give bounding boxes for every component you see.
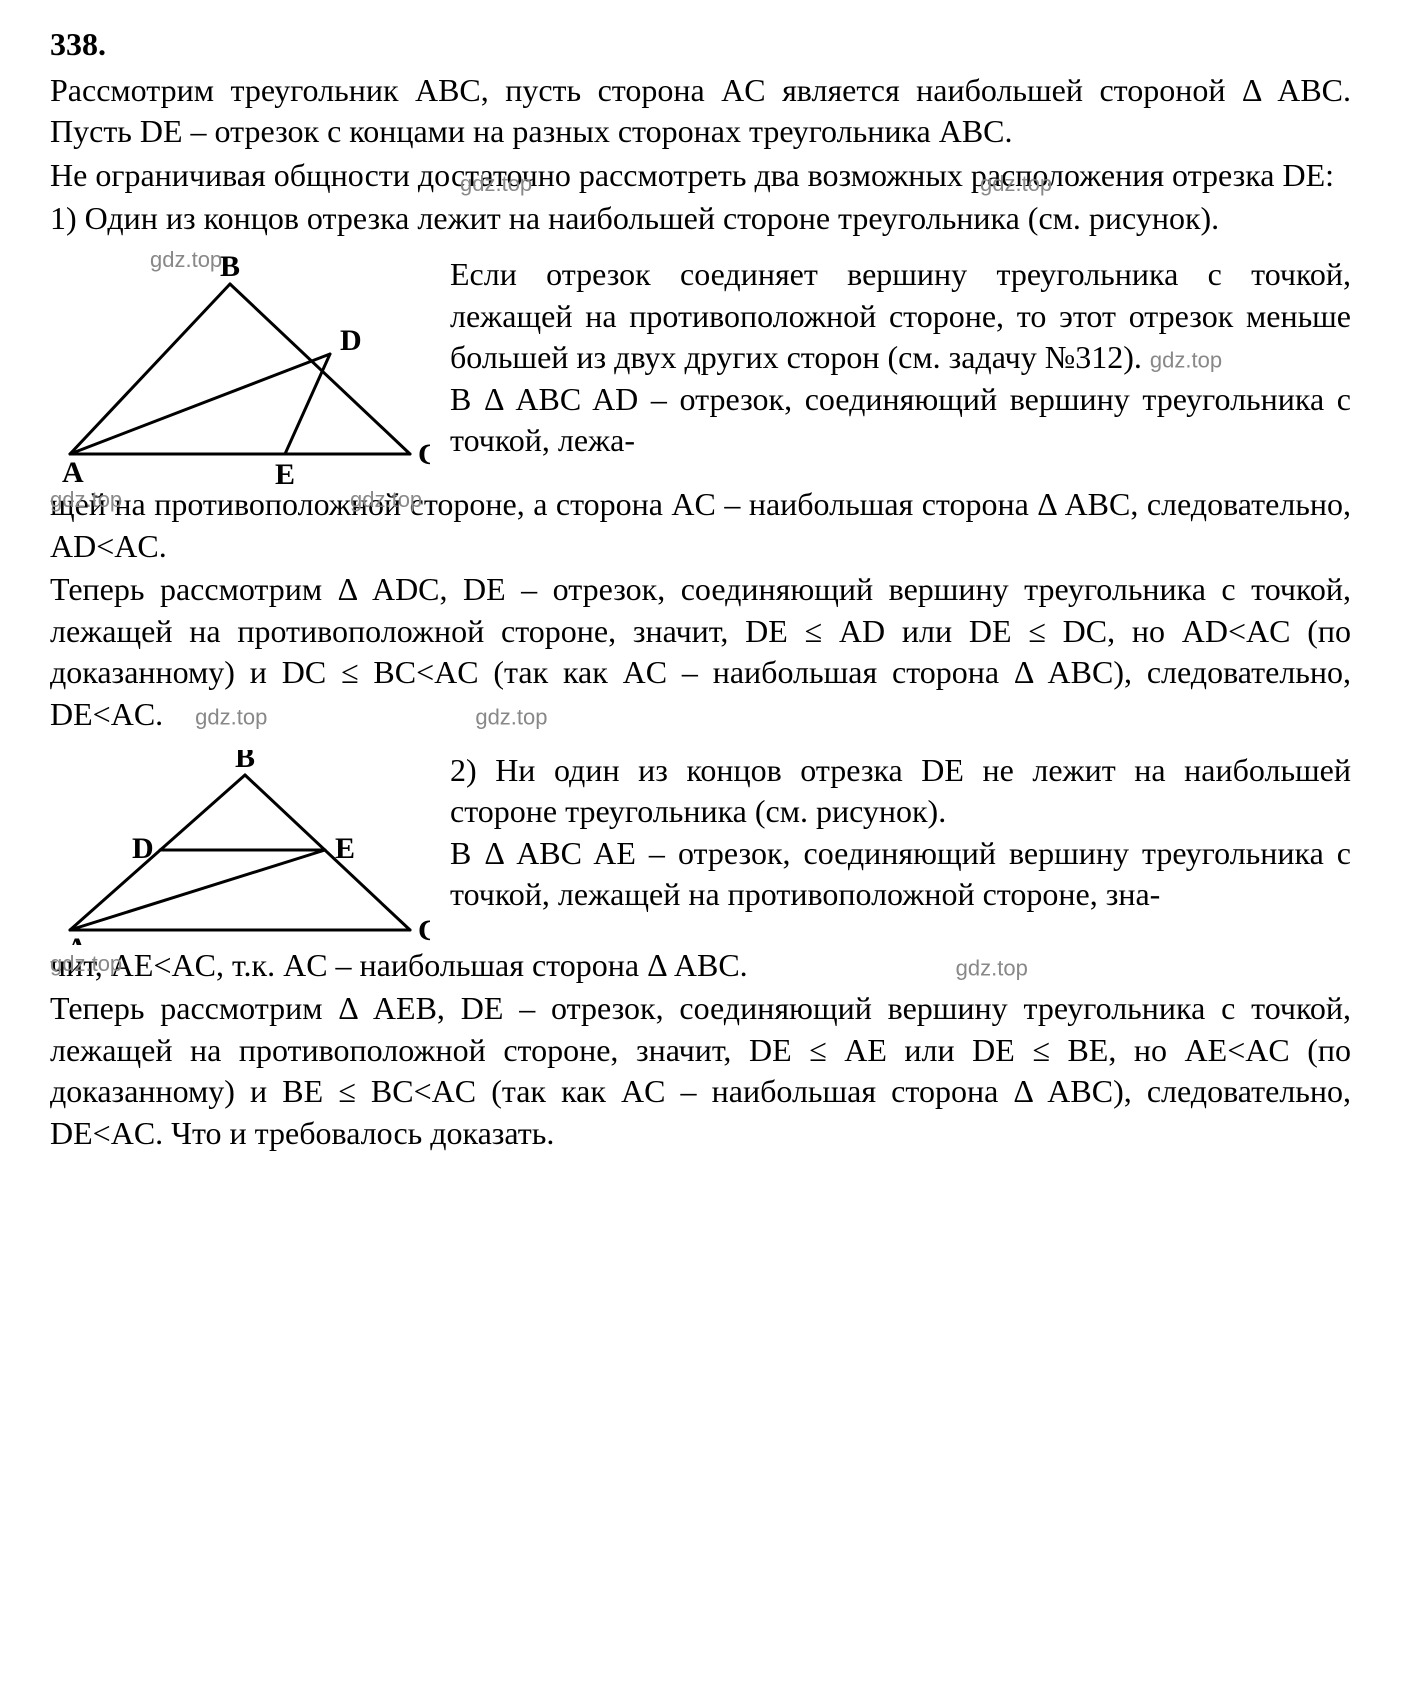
svg-text:B: B bbox=[220, 254, 240, 283]
watermark: gdz.top bbox=[1150, 348, 1222, 373]
figure-1-col: gdz.top ABCDE gdz.top gdz.top bbox=[50, 254, 430, 484]
page: 338. Рассмотрим треугольник ABC, пусть с… bbox=[0, 0, 1401, 1197]
figure-2-text: 2) Ни один из концов отрезка DE не лежит… bbox=[450, 750, 1351, 916]
svg-text:E: E bbox=[335, 832, 355, 865]
paragraph-4b-cont: щей на противоположной стороне, а сторон… bbox=[50, 484, 1351, 567]
svg-text:C: C bbox=[418, 914, 430, 945]
watermark: gdz.top bbox=[475, 704, 547, 729]
svg-text:D: D bbox=[132, 832, 154, 865]
paragraph-4b-start: В Δ ABC AD – отрезок, соединяющий вершин… bbox=[450, 381, 1351, 459]
paragraph-1: Рассмотрим треугольник ABC, пусть сторон… bbox=[50, 70, 1351, 153]
figure-1-text: Если отрезок соединяет вершину треугольн… bbox=[450, 254, 1351, 462]
paragraph-5: Теперь рассмотрим Δ ADC, DE – отрезок, с… bbox=[50, 569, 1351, 735]
paragraph-2: Не ограничивая общности достаточно рассм… bbox=[50, 155, 1351, 197]
watermark: gdz.top bbox=[195, 704, 267, 729]
watermark: gdz.top bbox=[956, 955, 1028, 980]
figure-1-svg: A B C D E bbox=[50, 254, 430, 484]
watermark: gdz.top bbox=[460, 170, 532, 199]
svg-text:D: D bbox=[340, 324, 362, 357]
watermark: gdz.top bbox=[50, 950, 122, 979]
svg-text:A: A bbox=[62, 456, 84, 484]
svg-text:E: E bbox=[275, 458, 295, 484]
watermark: gdz.top bbox=[980, 170, 1052, 199]
paragraph-6b-start: В Δ ABC AE – отрезок, соединяющий вершин… bbox=[450, 835, 1351, 913]
figure-2-svg: A B C D E bbox=[50, 750, 430, 945]
watermark: gdz.top bbox=[50, 486, 122, 515]
paragraph-3: 1) Один из концов отрезка лежит на наибо… bbox=[50, 198, 1351, 240]
paragraph-7: Теперь рассмотрим Δ AEB, DE – отрезок, с… bbox=[50, 988, 1351, 1154]
section-figure-1: gdz.top ABCDE gdz.top gdz.top Если отрез… bbox=[50, 254, 1351, 484]
svg-text:B: B bbox=[235, 750, 255, 774]
svg-text:A: A bbox=[66, 932, 88, 945]
problem-number: 338. bbox=[50, 24, 1351, 66]
paragraph-6a: 2) Ни один из концов отрезка DE не лежит… bbox=[450, 752, 1351, 830]
figure-2-col: ABCDE gdz.top bbox=[50, 750, 430, 945]
paragraph-6b-cont: чит, AE<AC, т.к. AC – наибольшая сторона… bbox=[50, 945, 1351, 987]
watermark: gdz.top bbox=[150, 246, 222, 275]
section-figure-2: ABCDE gdz.top 2) Ни один из концов отрез… bbox=[50, 750, 1351, 945]
watermark: gdz.top bbox=[350, 486, 422, 515]
svg-text:C: C bbox=[418, 438, 430, 471]
